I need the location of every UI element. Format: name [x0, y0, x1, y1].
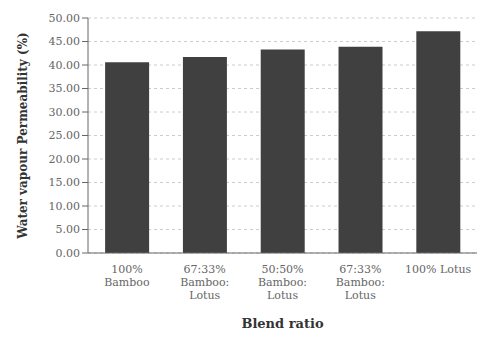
svg-text:0.00: 0.00	[56, 247, 81, 260]
svg-text:15.00: 15.00	[49, 176, 81, 189]
svg-text:30.00: 30.00	[49, 106, 81, 119]
svg-text:45.00: 45.00	[49, 35, 81, 48]
svg-text:25.00: 25.00	[49, 129, 81, 142]
svg-text:Water vapour Permeability (%): Water vapour Permeability (%)	[16, 32, 30, 240]
svg-text:50.00: 50.00	[49, 12, 81, 25]
svg-text:5.00: 5.00	[56, 223, 81, 236]
svg-text:35.00: 35.00	[49, 82, 81, 95]
svg-text:67:33%Bamboo:Lotus: 67:33%Bamboo:Lotus	[336, 263, 385, 302]
svg-text:20.00: 20.00	[49, 153, 81, 166]
svg-text:67:33%Bamboo:Lotus: 67:33%Bamboo:Lotus	[180, 263, 229, 302]
svg-text:10.00: 10.00	[49, 200, 81, 213]
svg-text:40.00: 40.00	[49, 59, 81, 72]
svg-text:100% Lotus: 100% Lotus	[405, 263, 471, 276]
svg-text:100%Bamboo: 100%Bamboo	[104, 263, 150, 289]
svg-text:Blend ratio: Blend ratio	[241, 316, 323, 331]
svg-text:50:50%Bamboo:Lotus: 50:50%Bamboo:Lotus	[258, 263, 307, 302]
